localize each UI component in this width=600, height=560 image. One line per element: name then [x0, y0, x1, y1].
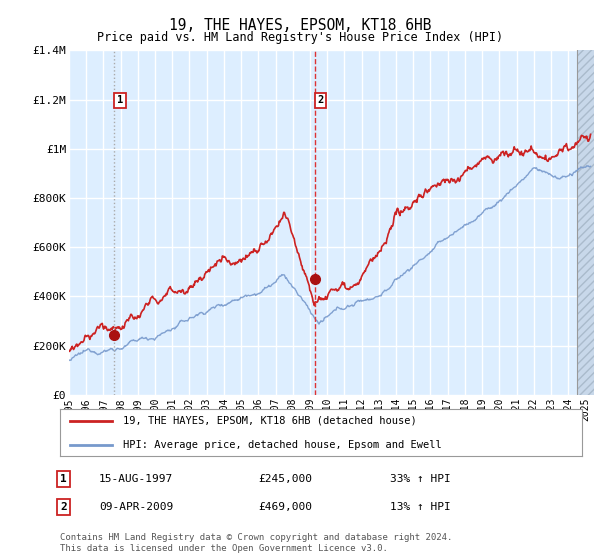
Text: 1: 1 [60, 474, 67, 484]
Text: 19, THE HAYES, EPSOM, KT18 6HB (detached house): 19, THE HAYES, EPSOM, KT18 6HB (detached… [122, 416, 416, 426]
Text: £245,000: £245,000 [258, 474, 312, 484]
Text: 13% ↑ HPI: 13% ↑ HPI [390, 502, 451, 512]
Text: 1: 1 [116, 95, 123, 105]
Text: HPI: Average price, detached house, Epsom and Ewell: HPI: Average price, detached house, Epso… [122, 440, 442, 450]
Text: 09-APR-2009: 09-APR-2009 [99, 502, 173, 512]
Text: 33% ↑ HPI: 33% ↑ HPI [390, 474, 451, 484]
Text: £469,000: £469,000 [258, 502, 312, 512]
Text: 2: 2 [317, 95, 323, 105]
Text: 15-AUG-1997: 15-AUG-1997 [99, 474, 173, 484]
Text: Contains HM Land Registry data © Crown copyright and database right 2024.
This d: Contains HM Land Registry data © Crown c… [60, 533, 452, 553]
Text: 2: 2 [60, 502, 67, 512]
Text: 19, THE HAYES, EPSOM, KT18 6HB: 19, THE HAYES, EPSOM, KT18 6HB [169, 18, 431, 33]
Text: Price paid vs. HM Land Registry's House Price Index (HPI): Price paid vs. HM Land Registry's House … [97, 31, 503, 44]
